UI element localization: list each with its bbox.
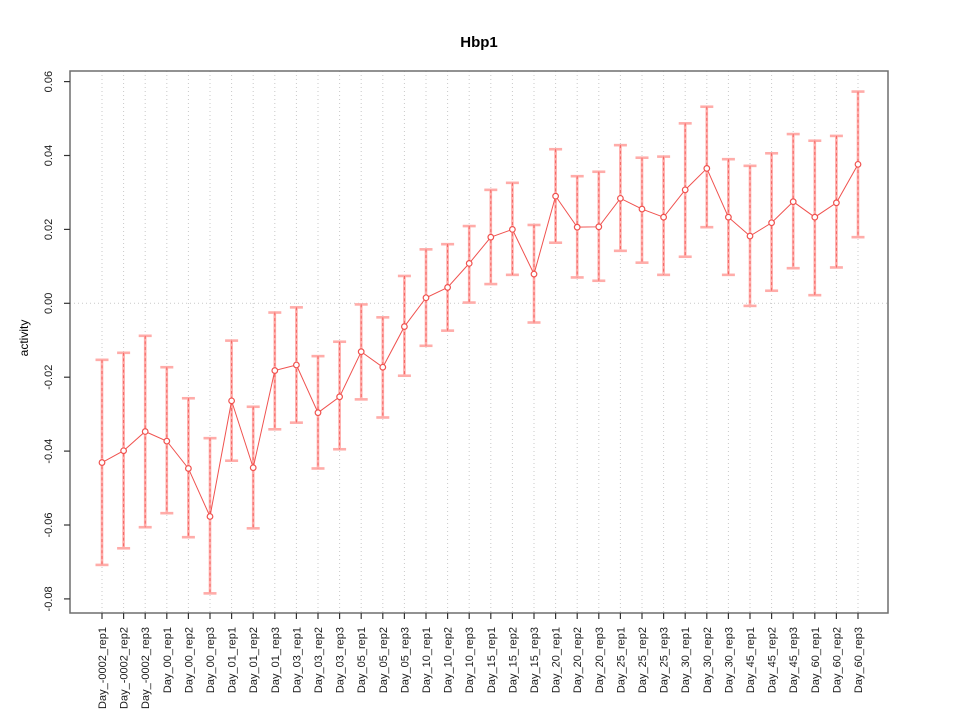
y-axis-labels: 0.06 0.04 0.02 0.00 -0.02 -0.04 -0.06 -0.08 [43, 71, 55, 612]
data-point [789, 198, 797, 206]
data-point [228, 397, 236, 405]
x-tick-label: Day_-0002_rep3 [140, 627, 152, 709]
x-tick-label: Day_30_rep3 [723, 627, 735, 693]
x-tick-label: Day_60_rep1 [810, 627, 822, 693]
x-tick-label: Day_25_rep2 [637, 627, 649, 693]
x-tick-label: Day_-0002_rep1 [97, 627, 109, 709]
data-point [401, 323, 408, 330]
x-tick-label: Day_00_rep2 [183, 627, 195, 693]
data-point [314, 409, 322, 417]
data-point [487, 233, 495, 241]
data-point [703, 165, 711, 172]
data-point [98, 459, 106, 466]
data-point [833, 199, 840, 207]
data-point [725, 213, 732, 221]
data-point [249, 464, 257, 472]
data-point [617, 194, 624, 202]
y-tick-label: -0.08 [43, 586, 55, 611]
x-tick-label: Day_30_rep1 [680, 627, 692, 693]
x-tick-label: Day_-0002_rep2 [119, 627, 131, 709]
y-tick-label: 0.04 [43, 145, 55, 166]
x-tick-label: Day_45_rep3 [788, 627, 800, 693]
x-tick-label: Day_00_rep3 [205, 627, 217, 693]
x-tick-label: Day_10_rep1 [421, 627, 433, 693]
x-tick-label: Day_60_rep3 [853, 627, 865, 693]
x-tick-label: Day_45_rep1 [745, 627, 757, 693]
chart-title: Hbp1 [460, 34, 498, 51]
x-tick-label: Day_60_rep2 [831, 627, 843, 693]
data-point [184, 465, 192, 472]
data-point [768, 219, 775, 227]
data-point [552, 192, 559, 200]
series-line [101, 164, 859, 519]
data-point [206, 513, 214, 520]
x-tick-label: Day_20_rep3 [594, 627, 606, 693]
x-tick-label: Day_05_rep2 [378, 627, 390, 693]
x-tick-label: Day_10_rep3 [464, 627, 476, 693]
data-point [163, 437, 171, 445]
x-tick-label: Day_03_rep3 [335, 627, 347, 693]
data-point [530, 270, 538, 278]
data-point [595, 223, 603, 231]
x-tick-label: Day_01_rep1 [227, 627, 239, 693]
x-tick-label: Day_01_rep3 [270, 627, 282, 693]
data-point [357, 348, 365, 356]
x-tick-label: Day_03_rep2 [313, 627, 325, 693]
data-point [660, 213, 667, 221]
x-axis-labels: Day_-0002_rep1 Day_-0002_rep2 Day_-0002_re… [97, 627, 865, 709]
x-tick-label: Day_05_rep3 [399, 627, 411, 693]
y-tick-label: 0.02 [43, 219, 55, 240]
x-tick-label: Day_01_rep2 [248, 627, 260, 693]
data-points [98, 160, 862, 520]
x-tick-label: Day_20_rep2 [572, 627, 584, 693]
data-point [811, 213, 819, 221]
gridlines [70, 71, 888, 613]
axis-ticks [64, 80, 859, 619]
data-point [120, 447, 127, 455]
x-tick-label: Day_15_rep1 [486, 627, 498, 693]
x-tick-label: Day_05_rep1 [356, 627, 368, 693]
data-point [465, 259, 473, 267]
x-tick-label: Day_00_rep1 [162, 627, 174, 693]
data-point [746, 232, 754, 240]
data-point [379, 363, 387, 371]
x-tick-label: Day_15_rep2 [507, 627, 519, 693]
data-point [854, 160, 862, 168]
data-point [444, 284, 452, 291]
x-tick-label: Day_10_rep2 [443, 627, 455, 693]
y-tick-label: -0.06 [43, 512, 55, 537]
data-point [293, 361, 300, 369]
data-point [141, 428, 149, 435]
x-tick-label: Day_25_rep3 [659, 627, 671, 693]
y-tick-label: 0.00 [43, 293, 55, 314]
y-tick-label: -0.04 [43, 439, 55, 464]
data-point [573, 223, 581, 231]
plot-box [69, 70, 889, 614]
data-point [271, 367, 279, 374]
x-tick-label: Day_03_rep1 [291, 627, 303, 693]
data-point [638, 205, 646, 213]
data-point [422, 294, 430, 302]
data-point [336, 393, 344, 401]
y-axis-title: activity [17, 320, 31, 357]
y-tick-label: 0.06 [43, 71, 55, 92]
x-tick-label: Day_30_rep2 [702, 627, 714, 693]
x-tick-label: Day_20_rep1 [551, 627, 563, 693]
x-tick-label: Day_25_rep1 [615, 627, 627, 693]
data-point [509, 225, 516, 233]
x-tick-label: Day_15_rep3 [529, 627, 541, 693]
x-tick-label: Day_45_rep2 [767, 627, 779, 693]
y-tick-label: -0.02 [43, 365, 55, 390]
data-point [681, 186, 689, 194]
